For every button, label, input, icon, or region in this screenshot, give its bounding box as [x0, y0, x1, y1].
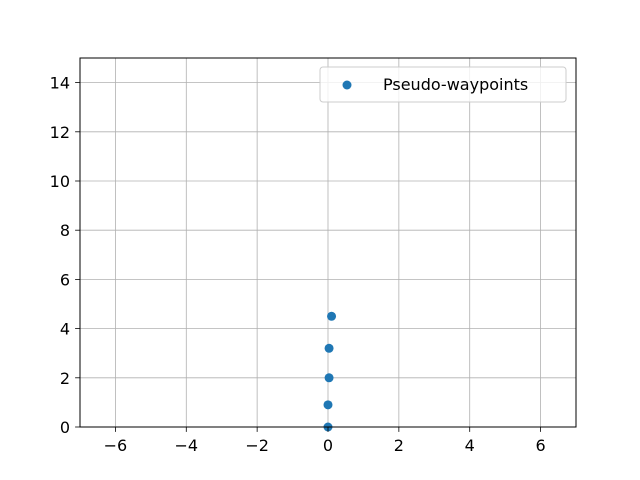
- x-tick-label: 6: [535, 436, 545, 455]
- y-tick-label: 4: [60, 320, 70, 339]
- x-tick-label: −4: [174, 436, 198, 455]
- data-point: [323, 400, 333, 410]
- axis-ticks: −6 −4 −2 0 2 4 6 0 2 4 6 8 10 12 14: [50, 74, 546, 455]
- legend-box: [319, 66, 567, 103]
- data-point: [327, 311, 337, 321]
- y-tick-label: 0: [60, 418, 70, 437]
- y-tick-label: 8: [60, 221, 70, 240]
- x-tick-label: 0: [323, 436, 333, 455]
- legend: Pseudo-waypoints: [319, 66, 567, 103]
- y-tick-label: 12: [50, 123, 70, 142]
- y-tick-label: 10: [50, 172, 70, 191]
- legend-marker: [342, 80, 352, 90]
- y-tick-label: 14: [50, 74, 70, 93]
- data-point: [324, 343, 334, 353]
- data-point: [324, 373, 334, 383]
- y-tick-label: 6: [60, 270, 70, 289]
- x-tick-label: 2: [394, 436, 404, 455]
- y-tick-label: 2: [60, 369, 70, 388]
- x-tick-label: 4: [465, 436, 475, 455]
- x-tick-label: −6: [104, 436, 128, 455]
- legend-label: Pseudo-waypoints: [383, 75, 528, 94]
- x-tick-label: −2: [245, 436, 269, 455]
